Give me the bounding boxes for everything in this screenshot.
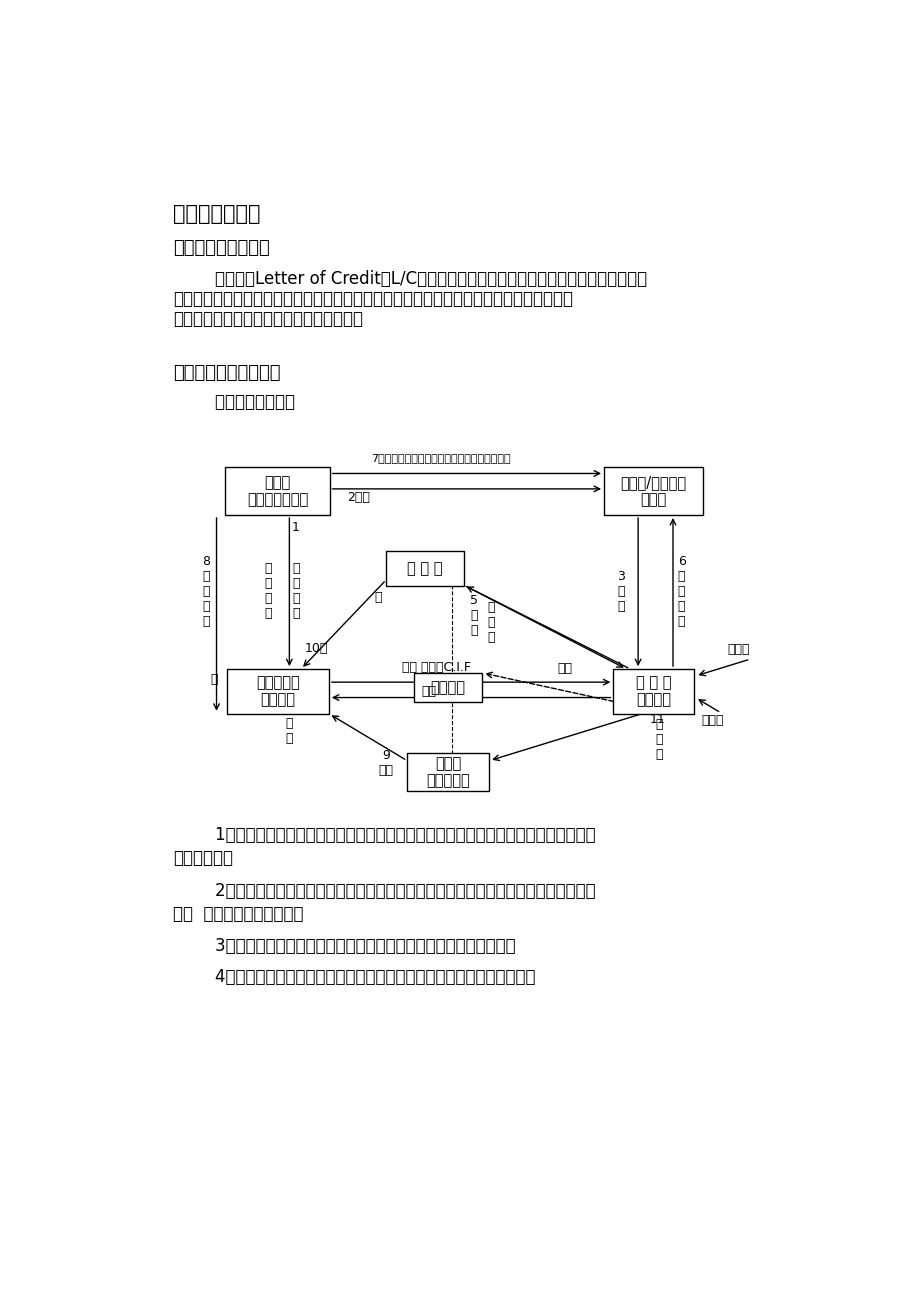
- Text: 原产地: 原产地: [726, 643, 749, 655]
- Text: 证: 证: [210, 673, 218, 686]
- Text: 受 益 人
（卖方）: 受 益 人 （卖方）: [635, 676, 671, 707]
- Text: 3
通
知: 3 通 知: [617, 570, 624, 613]
- Text: 赔: 赔: [374, 591, 382, 604]
- Bar: [407, 753, 489, 792]
- Text: 通知行/议付行或
保兑行: 通知行/议付行或 保兑行: [620, 475, 686, 508]
- Bar: [414, 673, 482, 702]
- Text: 要约 承诺：C.I.F: 要约 承诺：C.I.F: [402, 661, 471, 674]
- Text: 信用证流转程序：: 信用证流转程序：: [173, 393, 295, 411]
- Text: 开证申请人
（买方）: 开证申请人 （买方）: [255, 676, 300, 707]
- Text: 信用证（Letter of Credit，L/C），是指开证银行应申请人的要求并按其指示向第三: 信用证（Letter of Credit，L/C），是指开证银行应申请人的要求并…: [173, 271, 647, 288]
- Text: 5
投
保: 5 投 保: [470, 595, 478, 638]
- Text: 9
提单: 9 提单: [378, 749, 392, 777]
- Text: 一．信用证概述: 一．信用证概述: [173, 204, 260, 224]
- Text: 开立信用证。: 开立信用证。: [173, 849, 233, 867]
- Bar: [604, 467, 702, 516]
- Text: 承运人
（船公司）: 承运人 （船公司）: [425, 756, 470, 789]
- Text: 开证行
（买方所在地）: 开证行 （买方所在地）: [247, 475, 308, 508]
- Text: 付
运
单: 付 运 单: [654, 717, 662, 760]
- Text: 是国际贸易中最主要、最常用的支付方式。: 是国际贸易中最主要、最常用的支付方式。: [173, 310, 363, 328]
- Text: 1: 1: [291, 521, 300, 534]
- Text: 3．通知行鉴定信用证表面真实性后通知出口商（卖方、受益人）。: 3．通知行鉴定信用证表面真实性后通知出口商（卖方、受益人）。: [173, 937, 516, 956]
- Text: 保
保
单: 保 保 单: [486, 600, 494, 643]
- Text: 申
请
开
证: 申 请 开 证: [265, 562, 272, 620]
- Text: 保 险 人: 保 险 人: [407, 561, 442, 575]
- Text: 单据: 单据: [421, 685, 436, 698]
- Text: 8
付
款
赎
单: 8 付 款 赎 单: [202, 555, 210, 628]
- Text: 基础合同: 基础合同: [430, 680, 465, 695]
- Text: （二）信用证流转过程: （二）信用证流转过程: [173, 365, 280, 383]
- Text: （一）信用证的含义: （一）信用证的含义: [173, 240, 269, 258]
- Text: 1．进口商（买方，开证申请人）根据买卖合同规定，填写开证申请书，向开证行申请: 1．进口商（买方，开证申请人）根据买卖合同规定，填写开证申请书，向开证行申请: [173, 827, 596, 844]
- Text: 10索: 10索: [304, 642, 328, 655]
- Text: 货
物: 货 物: [285, 717, 293, 746]
- Text: 2寄证: 2寄证: [347, 491, 370, 504]
- Text: 发送  出口商所在地通知行。: 发送 出口商所在地通知行。: [173, 905, 303, 923]
- Bar: [226, 669, 329, 713]
- Text: 方开立的载有一定金额的、在一定的期限内凭符合规定的单据付款的书面保证文件。信用证: 方开立的载有一定金额的、在一定的期限内凭符合规定的单据付款的书面保证文件。信用证: [173, 290, 573, 309]
- Bar: [225, 467, 330, 516]
- Text: 审证: 审证: [556, 661, 572, 674]
- Bar: [386, 551, 463, 586]
- Text: 7寄单索偿（开证行随后承兑或付款取得单据）: 7寄单索偿（开证行随后承兑或付款取得单据）: [370, 453, 510, 462]
- Bar: [612, 669, 694, 713]
- Text: 11: 11: [649, 713, 664, 727]
- Text: 交
保
证
金: 交 保 证 金: [292, 562, 300, 620]
- Text: 质检证: 质检证: [701, 715, 723, 728]
- Text: 4．出口商审核信用证与买卖合同条款相符后，按信用证规定装运货物。: 4．出口商审核信用证与买卖合同条款相符后，按信用证规定装运货物。: [173, 967, 535, 986]
- Text: 2．开证行接受进口方开证申请，收受开证押金后，依据开证申请书内容开出信用证，: 2．开证行接受进口方开证申请，收受开证押金后，依据开证申请书内容开出信用证，: [173, 881, 596, 900]
- Text: 6
变
单
议
付: 6 变 单 议 付: [677, 555, 685, 628]
